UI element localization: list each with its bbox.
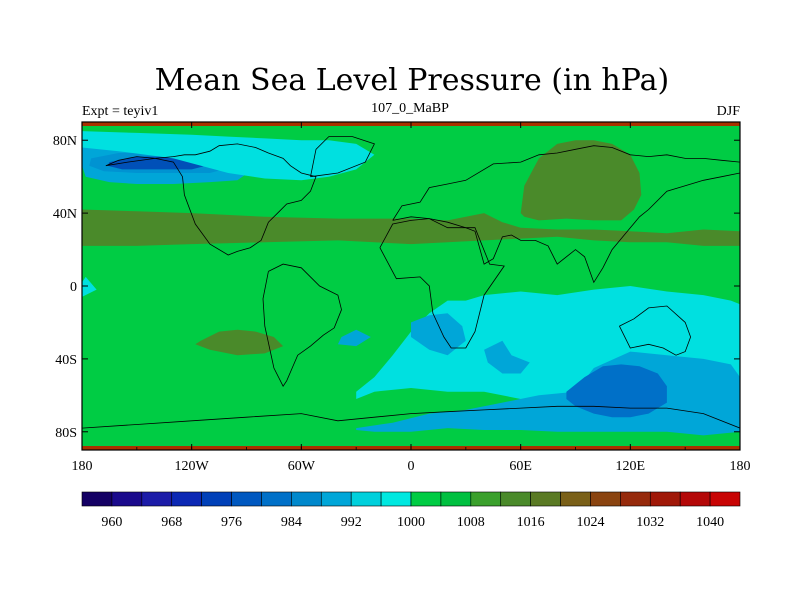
coastline-1 [262,263,342,387]
pressure-region-arctic-cyan [82,131,375,181]
colorbar-swatch [590,491,621,507]
colorbar-swatch [470,491,502,507]
coastline-3 [392,145,740,284]
coastline-6 [82,405,740,429]
x-tick-label: 120E [616,459,646,474]
colorbar-label: 1016 [517,515,545,530]
colorbar-label: 960 [101,515,122,530]
season-label: DJF [717,104,741,119]
x-tick-label: 120W [175,459,210,474]
y-tick-label: 40N [53,207,77,222]
pressure-map [82,122,740,450]
plot-title: Mean Sea Level Pressure (in hPa) [155,63,669,98]
y-tick-label: 80S [55,426,77,441]
colorbar-label: 984 [281,515,302,530]
colorbar-swatch [560,491,591,507]
colorbar-label: 968 [161,515,182,530]
colorbar [81,491,741,507]
x-tick-label: 180 [72,459,93,474]
colorbar-swatch [350,491,382,507]
colorbar-label: 1032 [636,515,664,530]
pressure-regions [82,131,740,436]
experiment-label: Expt = teyiv1 [82,104,158,119]
colorbar-swatch [81,491,113,507]
y-tick-label: 40S [55,353,77,368]
colorbar-swatch [649,491,681,507]
time-label: 107_0_MaBP [371,101,449,116]
colorbar-swatch [141,491,173,507]
colorbar-labels: 960 968 976 984 992 1000 1008 1016 1024 1032 1040 [101,515,724,530]
colorbar-swatch [530,491,561,507]
colorbar-label: 1024 [577,515,605,530]
colorbar-label: 976 [221,515,242,530]
coastlines [82,136,740,429]
colorbar-swatch [201,491,232,507]
y-tick-label: 80N [53,134,77,149]
colorbar-label: 1008 [457,515,485,530]
colorbar-label: 1040 [696,515,724,530]
colorbar-swatch [440,491,472,507]
colorbar-swatch [320,491,352,507]
colorbar-swatch [410,491,442,507]
coastline-2 [310,136,375,178]
colorbar-swatch [500,491,531,507]
pressure-region-s-atlantic-blue [337,329,371,347]
colorbar-swatch [291,491,322,507]
colorbar-label: 1000 [397,515,425,530]
pressure-region-west-cyan [82,276,97,297]
pressure-region-indian-blue [484,340,530,374]
x-tick-label: 0 [408,459,415,474]
coastline-0 [105,143,317,256]
x-tick-label: 60W [288,459,316,474]
x-tick-label: 60E [509,459,532,474]
colorbar-swatch [231,491,262,507]
colorbar-swatch [709,491,741,507]
x-axis: 180 120W 60W 0 60E 120E 180 [72,122,751,474]
colorbar-swatch [679,491,711,507]
coastline-5 [619,305,692,356]
pressure-region-s-ocean-low-core [566,364,667,418]
coastline-4 [379,218,505,349]
colorbar-swatch [380,491,412,507]
pressure-region-n-hemisphere-ridge [82,209,740,246]
colorbar-swatch [261,491,292,507]
colorbar-label: 992 [341,515,362,530]
colorbar-swatch [111,491,143,507]
y-tick-label: 0 [70,280,77,295]
colorbar-swatch [171,491,202,507]
x-tick-label: 180 [730,459,751,474]
y-axis: 80N 40N 0 40S 80S [53,134,740,441]
pressure-region-s-ridge [195,329,284,356]
pressure-region-asia-high [520,140,642,221]
colorbar-swatch [620,491,651,507]
pressure-region-s-africa-blue [411,313,466,356]
